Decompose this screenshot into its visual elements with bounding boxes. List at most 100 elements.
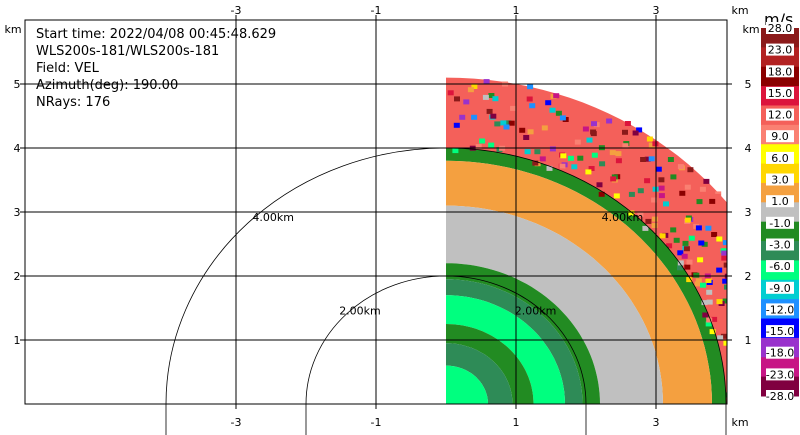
range-rings: 2.00km 2.00km 4.00km 4.00km (165, 147, 727, 435)
noise-cell (454, 96, 460, 102)
noise-cell (494, 121, 501, 127)
noise-cell (724, 284, 727, 290)
noise-cell (720, 333, 727, 339)
noise-cell (705, 225, 712, 231)
noise-cell (717, 335, 724, 341)
noise-cell (452, 148, 459, 154)
noise-cell (723, 340, 727, 346)
noise-cell (701, 241, 708, 247)
colorbar-tick-label: 23.0 (768, 44, 793, 57)
noise-cell (585, 169, 592, 175)
colorbar-label-bg (766, 195, 794, 208)
noise-cell (553, 93, 560, 99)
velocity-band (446, 365, 488, 404)
noise-cell (651, 223, 658, 228)
noise-cell (698, 240, 705, 246)
noise-cell (683, 246, 690, 252)
noise-cell (475, 144, 482, 150)
noise-cell (655, 166, 662, 172)
colorbar-tick-label: 6.0 (771, 152, 789, 165)
noise-cell (453, 122, 460, 128)
noise-cell (724, 352, 727, 358)
noise-cell (549, 146, 556, 152)
x-tick-label-top: -1 (371, 4, 382, 17)
noise-cell (711, 232, 718, 237)
velocity-band (446, 295, 565, 404)
noise-cell (527, 84, 534, 90)
noise-cell (600, 126, 607, 132)
colorbar-label-bg (766, 303, 794, 316)
y-tick-label-right: 5 (745, 78, 752, 91)
noise-cell (651, 197, 658, 203)
noise-cell (567, 155, 574, 161)
colorbar-tick-label: -12.0 (766, 303, 794, 316)
noise-cell (677, 164, 684, 170)
colorbar-label-bg (766, 86, 794, 99)
noise-cell (596, 182, 603, 188)
x-tick-label-bottom: 1 (513, 416, 520, 429)
noise-cell (586, 137, 593, 143)
noise-cell (670, 174, 677, 180)
noise-cell (687, 167, 694, 173)
noise-cell (677, 260, 684, 266)
azimuth-text: Azimuth(deg): 190.00 (36, 78, 178, 93)
colorbar-tick-label: -28.0 (766, 390, 794, 403)
noise-cell (696, 199, 703, 205)
noise-cell (701, 300, 708, 306)
colorbar-label-bg (766, 281, 794, 294)
noise-cell (711, 316, 718, 322)
noise-cell (447, 90, 454, 96)
noise-cell (571, 164, 578, 170)
colorbar-label-bg (766, 368, 794, 381)
noise-cell (490, 113, 497, 119)
noise-cell (636, 127, 643, 133)
noise-cell (663, 201, 669, 207)
colorbar-label-bg (766, 43, 794, 56)
y-tick-label-left: 4 (14, 142, 21, 155)
noise-cell (648, 156, 655, 162)
noise-cell (646, 136, 653, 142)
x-tick-label-bottom: -3 (231, 416, 242, 429)
noise-cell (637, 188, 644, 194)
noise-cell (705, 321, 712, 327)
noise-cell (539, 156, 546, 162)
range-ring-label: 4.00km (602, 211, 644, 224)
noise-cell (658, 177, 665, 183)
velocity-band (446, 160, 712, 404)
colorbar-label-bg (766, 130, 794, 143)
velocity-field (446, 77, 727, 404)
noise-cell (695, 278, 702, 284)
range-ring-label: 2.00km (339, 305, 381, 318)
noise-cell (606, 118, 613, 124)
noise-cell (471, 114, 478, 120)
noise-cell (529, 103, 536, 109)
noise-cell (709, 329, 716, 335)
noise-cell (645, 218, 652, 224)
colorbar-tick-label: 3.0 (771, 174, 789, 187)
velocity-band (446, 279, 583, 404)
noise-cell (695, 225, 702, 231)
noise-cell (706, 299, 713, 305)
colorbar-tick-label: -1.0 (769, 217, 790, 230)
noise-cell (526, 96, 533, 102)
velocity-band (446, 263, 600, 404)
noise-cell (622, 143, 629, 149)
noise-cell (662, 246, 669, 252)
noise-cell (724, 373, 727, 379)
noise-cell (670, 227, 677, 233)
x-tick-label-top: -3 (231, 4, 242, 17)
noise-cell (615, 151, 622, 157)
start-time-text: Start time: 2022/04/08 00:45:48.629 (36, 27, 276, 42)
range-ring (165, 147, 727, 435)
range-ring (305, 275, 587, 435)
y-tick-label-left: 3 (14, 206, 21, 219)
noise-cell (677, 265, 683, 271)
noise-cell (642, 225, 649, 231)
noise-cell (673, 237, 680, 243)
velocity-band (446, 77, 727, 404)
noise-cell (684, 184, 691, 190)
noise-cell (651, 216, 658, 222)
noise-cell (706, 289, 713, 295)
y-axis-unit: km (4, 23, 21, 36)
noise-cell (637, 212, 644, 217)
